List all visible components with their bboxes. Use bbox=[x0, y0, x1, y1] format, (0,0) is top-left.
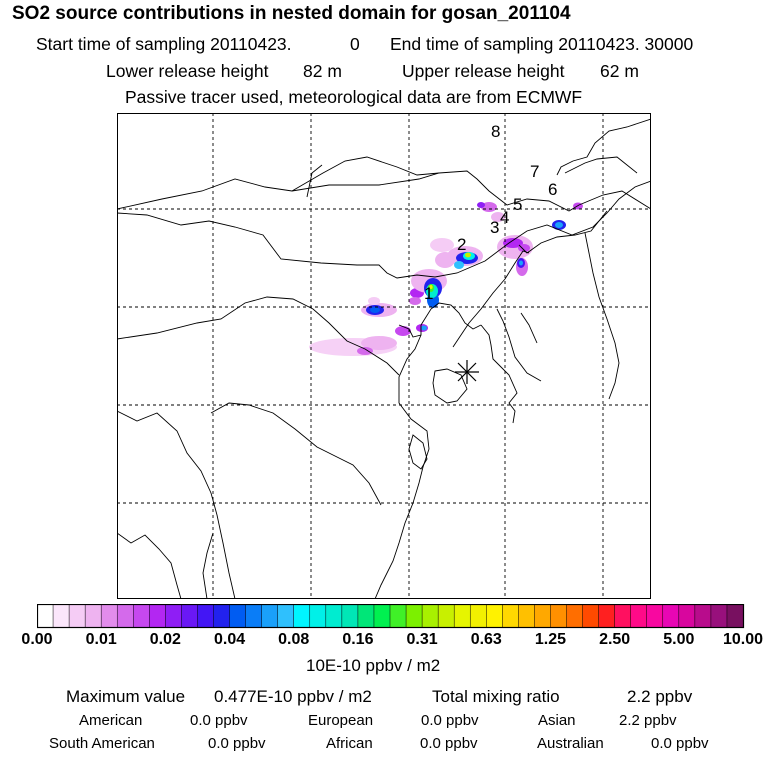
colorbar-cell bbox=[518, 604, 535, 628]
region-name: Asian bbox=[538, 712, 576, 729]
colorbar-cell bbox=[710, 604, 728, 628]
colorbar-cell bbox=[229, 604, 247, 628]
colorbar-cell bbox=[486, 604, 503, 628]
colorbar-cell bbox=[245, 604, 263, 628]
lower-release-label: Lower release height bbox=[106, 61, 269, 81]
colorbar-cell bbox=[133, 604, 150, 628]
region-name: South American bbox=[49, 735, 155, 752]
start-time-value: 0 bbox=[350, 34, 360, 54]
colorbar-cell bbox=[52, 604, 70, 628]
colorbar-cell bbox=[469, 604, 487, 628]
source-label-5: 5 bbox=[513, 195, 522, 214]
colorbar-tick-label: 1.25 bbox=[534, 631, 567, 648]
colorbar-cell bbox=[309, 604, 327, 628]
graticule bbox=[117, 113, 651, 599]
upper-release-value: 62 m bbox=[600, 61, 639, 81]
receptor-marker-icon bbox=[455, 360, 479, 384]
source-label-3: 3 bbox=[490, 218, 499, 237]
colorbar-tick-label: 0.31 bbox=[406, 631, 438, 648]
region-value: 0.0 ppbv bbox=[421, 712, 479, 729]
region-name: Australian bbox=[537, 735, 604, 752]
region-name: African bbox=[326, 735, 373, 752]
total-mixing-value: 2.2 ppbv bbox=[627, 687, 693, 706]
region-name: European bbox=[308, 712, 374, 729]
start-time-label: Start time of sampling 20110423. bbox=[36, 34, 292, 54]
lower-release-value: 82 m bbox=[303, 61, 342, 81]
source-label-7: 7 bbox=[530, 162, 539, 181]
concentration-field bbox=[309, 202, 583, 356]
total-mixing-label: Total mixing ratio bbox=[432, 687, 560, 706]
region-value: 0.0 ppbv bbox=[190, 712, 248, 729]
map-frame bbox=[117, 113, 651, 599]
colorbar-cell bbox=[614, 604, 632, 628]
source-label-2: 2 bbox=[457, 235, 466, 254]
map-panel: 1 2 3 4 5 6 7 8 bbox=[117, 113, 651, 599]
colorbar-tick-label: 5.00 bbox=[663, 631, 695, 648]
colorbar-cell bbox=[277, 604, 295, 628]
upper-release-label: Upper release height bbox=[402, 61, 565, 81]
colorbar-cell bbox=[630, 604, 648, 628]
colorbar-cell bbox=[534, 604, 552, 628]
colorbar-tick-label: 10.00 bbox=[722, 631, 764, 648]
colorbar-cell bbox=[261, 604, 279, 628]
colorbar-cell bbox=[84, 604, 102, 628]
colorbar-cell bbox=[37, 604, 54, 628]
colorbar-cell bbox=[726, 604, 744, 628]
coastlines bbox=[117, 118, 651, 599]
region-value: 0.0 ppbv bbox=[208, 735, 266, 752]
colorbar-cell bbox=[646, 604, 664, 628]
source-label-8: 8 bbox=[491, 122, 500, 141]
colorbar-cell bbox=[502, 604, 519, 628]
colorbar-unit: 10E-10 ppbv / m2 bbox=[306, 656, 441, 675]
colorbar-cell bbox=[453, 604, 471, 628]
colorbar-cell bbox=[213, 604, 231, 628]
tracer-note: Passive tracer used, meteorological data… bbox=[125, 87, 583, 107]
colorbar-cell bbox=[662, 604, 680, 628]
colorbar bbox=[37, 604, 745, 629]
colorbar-cell bbox=[437, 604, 455, 628]
colorbar-cell bbox=[598, 604, 616, 628]
source-label-6: 6 bbox=[548, 180, 557, 199]
colorbar-cell bbox=[357, 604, 375, 628]
max-value: 0.477E-10 ppbv / m2 bbox=[214, 687, 372, 706]
colorbar-cell bbox=[165, 604, 182, 628]
region-value: 0.0 ppbv bbox=[651, 735, 709, 752]
region-name: American bbox=[79, 712, 143, 729]
colorbar-cell bbox=[116, 604, 134, 628]
colorbar-tick-label: 0.02 bbox=[149, 631, 181, 648]
colorbar-cell bbox=[678, 604, 696, 628]
colorbar-tick-label: 0.08 bbox=[278, 631, 310, 648]
colorbar-cell bbox=[181, 604, 199, 628]
colorbar-cell bbox=[197, 604, 215, 628]
colorbar-cell bbox=[100, 604, 118, 628]
colorbar-tick-label: 2.50 bbox=[599, 631, 631, 648]
colorbar-tick-label: 0.63 bbox=[470, 631, 502, 648]
region-value: 2.2 ppbv bbox=[619, 712, 677, 729]
source-label-4: 4 bbox=[500, 208, 509, 227]
colorbar-cell bbox=[405, 604, 423, 628]
colorbar-cell bbox=[373, 604, 391, 628]
colorbar-cell bbox=[68, 604, 86, 628]
colorbar-cell bbox=[694, 604, 712, 628]
colorbar-cell bbox=[389, 604, 407, 628]
colorbar-cell bbox=[293, 604, 311, 628]
colorbar-cell bbox=[582, 604, 600, 628]
colorbar-tick-label: 0.01 bbox=[85, 631, 117, 648]
colorbar-cell bbox=[149, 604, 166, 628]
colorbar-cell bbox=[341, 604, 359, 628]
colorbar-cell bbox=[325, 604, 343, 628]
max-value-label: Maximum value bbox=[66, 687, 186, 706]
colorbar-tick-label: 0.16 bbox=[342, 631, 374, 648]
map-background bbox=[117, 113, 651, 599]
colorbar-cell bbox=[550, 604, 568, 628]
region-value: 0.0 ppbv bbox=[420, 735, 478, 752]
figure-title: SO2 source contributions in nested domai… bbox=[12, 3, 571, 24]
end-time-label: End time of sampling 20110423. 30000 bbox=[390, 34, 694, 54]
colorbar-tick-label: 0.04 bbox=[213, 631, 246, 648]
colorbar-cell bbox=[421, 604, 439, 628]
source-label-1: 1 bbox=[424, 284, 433, 303]
colorbar-cell bbox=[566, 604, 584, 628]
colorbar-tick-label: 0.00 bbox=[21, 631, 53, 648]
